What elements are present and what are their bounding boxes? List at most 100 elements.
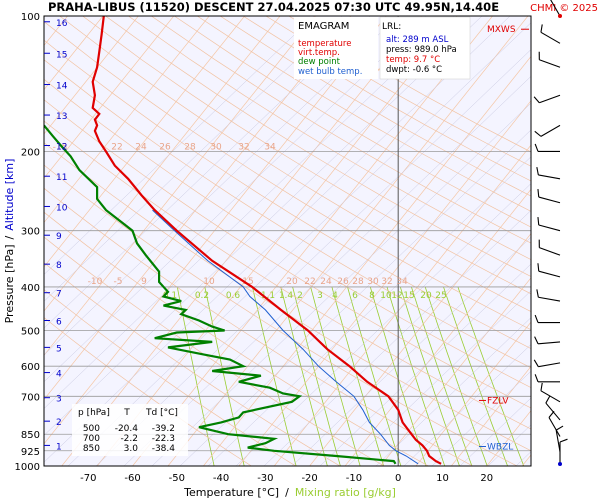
temperature-profile: [91, 16, 442, 465]
iso-grid-line-10: [123, 75, 531, 466]
wind-barb-shaft-10: [538, 270, 561, 278]
altitude-tick-2: 2: [56, 418, 62, 428]
altitude-tick-8: 8: [56, 261, 62, 271]
isotherm-line-32: [203, 55, 531, 466]
wind-barb-shaft-6: [538, 174, 561, 180]
legend-item-dew-point: dew point: [298, 57, 341, 67]
isotherm-label-upper-2: 24: [135, 142, 147, 152]
iso-grid-line-11: [151, 102, 531, 466]
wind-barb-flag-12: [534, 314, 539, 323]
altitude-tick-13: 13: [56, 112, 67, 122]
mixing-ratio-label-7: 4: [332, 291, 338, 301]
level-marker-mxws: MXWS: [487, 25, 529, 35]
isotherm-line-26: [44, 16, 352, 401]
table-row-0-td: -39.2: [152, 424, 175, 434]
pressure-tick-100: 100: [21, 12, 40, 23]
altitude-tick-9: 9: [56, 232, 62, 242]
mixing-ratio-label-2: 0.6: [226, 291, 241, 301]
wind-barb-flag-3: [533, 96, 540, 104]
wet-bulb-profile: [152, 209, 419, 465]
wind-barb-shaft-19: [555, 430, 561, 452]
isotherm-line-43: [593, 16, 600, 466]
wind-barb-flag-1: [540, 24, 543, 33]
isotherm-line-41: [521, 454, 531, 466]
level-table: p [hPa] T Td [°C] 500 -20.4 -39.2 700 -2…: [72, 404, 188, 456]
iso-grid-line-0: [44, 16, 315, 275]
altitude-tick-10: 10: [56, 203, 68, 213]
wind-barb-shaft-4: [540, 124, 561, 137]
iso-grid-line-2: [44, 16, 371, 329]
iso-grid-line-7: [44, 16, 511, 463]
wind-barb-flag-20: [559, 438, 568, 443]
dry-adiabat-400: [105, 16, 531, 277]
x-axis-label-mixing: Mixing ratio [g/kg]: [295, 486, 396, 499]
iso-grid-line-25: [544, 16, 600, 466]
isotherm-label-lower-9: 28: [352, 277, 364, 287]
isotherm-line-35: [309, 188, 531, 466]
pressure-tick-300: 300: [21, 227, 40, 238]
mixing-ratio-label-3: 1.1: [261, 291, 275, 301]
wind-barb-shaft-9: [539, 247, 561, 256]
table-header-t: T: [123, 408, 130, 418]
dry-adiabat-410: [128, 16, 531, 261]
iso-grid-line-14: [235, 183, 531, 466]
isotherm-line-42: [558, 16, 600, 466]
iso-grid-line-8: [67, 22, 531, 466]
legend-item-virt-temp: virt.temp.: [298, 48, 340, 58]
dry-adiabat-390: [82, 16, 531, 295]
isotherm-label-lower-5: 20: [286, 277, 298, 287]
temp-tick--60: -60: [124, 473, 140, 484]
isotherm-label-lower-10: 30: [367, 277, 379, 287]
isotherm-line-20: [44, 16, 139, 135]
level-table-background: [72, 404, 188, 456]
mixing-ratio-label-12: 15: [403, 291, 414, 301]
wind-barb-shaft-13: [538, 341, 561, 345]
temp-tick--30: -30: [257, 473, 273, 484]
altitude-tick-1: 1: [56, 442, 62, 452]
dry-adiabat-450: [219, 16, 531, 197]
table-row-1-td: -22.3: [152, 434, 175, 444]
temperature-tick-labels: -70 -60 -50 -40 -30 -20 -10 0 10 20: [80, 473, 493, 484]
plot-area: [44, 16, 531, 466]
pressure-tick-600: 600: [21, 362, 40, 373]
isotherm-label-lower-6: 22: [304, 277, 315, 287]
legend-item-temperature: temperature: [298, 39, 351, 49]
table-row-1-t: -2.2: [120, 434, 138, 444]
pressure-tick-400: 400: [21, 283, 40, 294]
iso-grid-line-6: [44, 16, 483, 436]
dry-adiabat-440: [197, 16, 531, 212]
iso-grid-line-9: [95, 49, 531, 466]
isotherm-label-lower-11: 32: [381, 277, 392, 287]
isotherm-label-lower-2: 9: [141, 277, 147, 287]
altitude-tick-6: 6: [56, 318, 62, 328]
temp-tick-20: 20: [480, 473, 493, 484]
wind-barb-flag-17: [545, 395, 551, 404]
isotherm-line-28: [61, 16, 422, 466]
isotherm-line-21: [44, 16, 175, 179]
wind-barb-flag-11: [536, 289, 539, 298]
wind-barb-surface-dot: [558, 462, 562, 467]
isotherm-line-24: [44, 16, 281, 312]
altitude-tick-14: 14: [56, 82, 68, 92]
pressure-tick-1000: 1000: [15, 462, 40, 473]
lrl-alt: alt: 289 m ASL: [386, 35, 449, 45]
iso-grid-line-18: [347, 290, 531, 466]
level-marker-wbzl: WBZL: [479, 442, 513, 452]
temp-tick--50: -50: [169, 473, 185, 484]
isotherm-line-33: [238, 100, 531, 466]
isotherm-line-31: [167, 16, 529, 466]
isotherm-label-upper-4: 28: [184, 142, 196, 152]
isotherm-labels: -15 22 24 26 28 30 32 34-10 -5 9 10 15 20 22 24 26 28 30 3…: [53, 142, 408, 286]
isotherm-label-lower-8: 26: [337, 277, 349, 287]
wind-barb-shaft-14: [538, 362, 561, 368]
wind-barb-flag-13: [534, 336, 539, 345]
wind-barb-flag-6: [536, 166, 539, 176]
table-row-2-td: -38.4: [152, 444, 176, 454]
lrl-background: [379, 16, 471, 80]
temp-tick-0: 0: [395, 473, 401, 484]
lrl-dwpt: dwpt: -0.6 °C: [386, 65, 442, 75]
wind-barb-shaft-1: [540, 31, 561, 44]
mixing-ratio-label-0: 0.1: [163, 291, 177, 301]
wind-barb-flag-14: [533, 359, 539, 367]
wind-barb-shaft-11: [538, 296, 561, 302]
